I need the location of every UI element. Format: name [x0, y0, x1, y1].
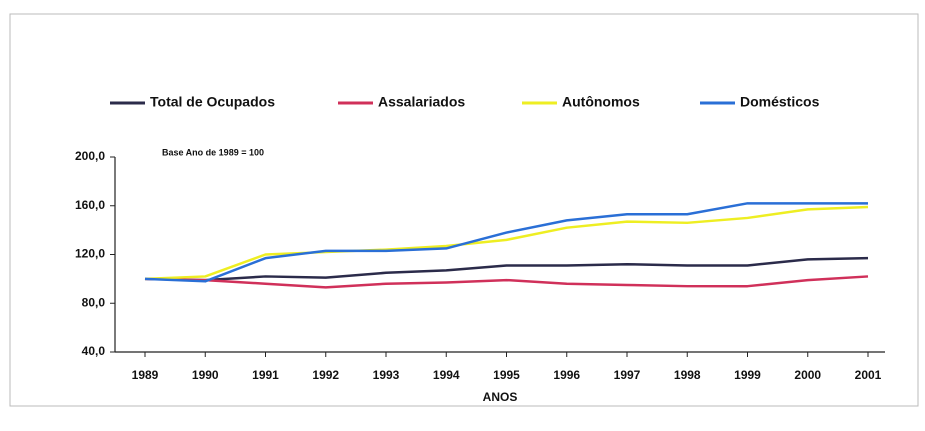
y-tick-label: 160,0 — [75, 198, 105, 212]
line-series — [144, 256, 869, 282]
x-tick-label: 1996 — [553, 368, 580, 382]
x-tick-label: 2000 — [794, 368, 821, 382]
frame — [9, 13, 919, 407]
line-series — [144, 275, 869, 289]
x-tick-label: 1989 — [132, 368, 159, 382]
legend-label: Autônomos — [562, 94, 640, 110]
x-tick-label: 2001 — [855, 368, 882, 382]
x-axis-label: ANOS — [483, 390, 518, 404]
x-tick-label: 1993 — [373, 368, 400, 382]
y-tick-label: 120,0 — [75, 247, 105, 261]
y-tick-label: 80,0 — [82, 295, 106, 309]
x-tick-label: 1998 — [674, 368, 701, 382]
line-series — [144, 202, 868, 283]
annotation: Base Ano de 1989 = 100 — [162, 147, 264, 157]
x-tick-label: 1992 — [312, 368, 339, 382]
x-tick-label: 1994 — [433, 368, 460, 382]
x-tick-label: 1997 — [614, 368, 641, 382]
y-tick-label: 200,0 — [75, 149, 105, 163]
x-tick-label: 1990 — [192, 368, 219, 382]
y-tick-label: 40,0 — [82, 344, 106, 358]
x-tick-label: 1991 — [252, 368, 279, 382]
line-series — [144, 205, 869, 281]
x-tick-label: 1999 — [734, 368, 761, 382]
legend-label: Domésticos — [740, 94, 820, 110]
legend-label: Assalariados — [378, 94, 465, 110]
legend-label: Total de Ocupados — [150, 94, 275, 110]
x-tick-label: 1995 — [493, 368, 520, 382]
